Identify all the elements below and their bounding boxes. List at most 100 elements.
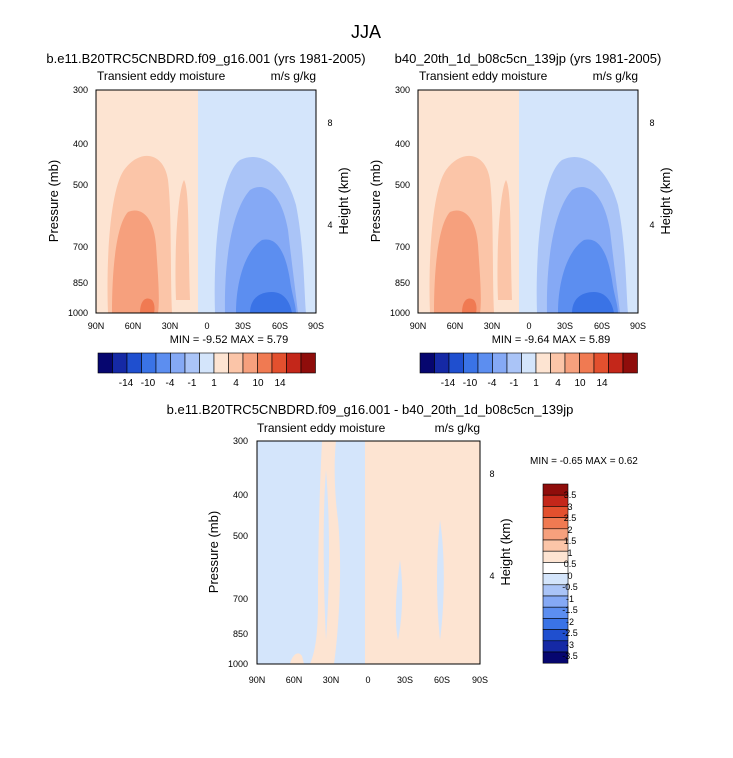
panel-2-ytick-2: 500 xyxy=(395,180,410,190)
panel-3-ytick-1: 400 xyxy=(233,490,248,500)
panel-3-cb-label-6: 0.5 xyxy=(564,559,577,569)
panel-1-contours xyxy=(107,155,306,313)
panel-1-cb-label-1: -10 xyxy=(141,378,156,389)
panel-2-colorbar-swatch-11 xyxy=(579,352,595,374)
panel-2-xtick-1: 60N xyxy=(447,321,464,331)
panel-1-ytick-right-1: 4 xyxy=(327,220,332,230)
panel-1-ytick-5: 1000 xyxy=(68,308,88,318)
panel-2-colorbar-swatch-6 xyxy=(506,352,522,374)
panel-2-cb-label-7: 14 xyxy=(596,378,608,389)
panel-1-xtick-6: 90S xyxy=(308,321,324,331)
panel-3-xtick-1: 60N xyxy=(286,675,303,685)
panel-1-xtick-4: 30S xyxy=(235,321,251,331)
panel-2-contours xyxy=(429,155,628,313)
panel-3-ytick-right-0: 8 xyxy=(489,469,494,479)
panel-1-colorbar-swatch-3 xyxy=(141,352,157,374)
panel-1-colorbar-swatch-13 xyxy=(286,352,302,374)
panel-1-ytick-right-0: 8 xyxy=(327,118,332,128)
panel-1-cb-label-4: 1 xyxy=(211,378,217,389)
panel-3-cb-label-5: 1 xyxy=(567,548,572,558)
panel-3-xtick-0: 90N xyxy=(249,675,266,685)
panel-2-minmax: MIN = -9.64 MAX = 5.89 xyxy=(492,334,611,346)
panel-2-ytick-5: 1000 xyxy=(390,308,410,318)
panel-1-colorbar-swatch-0 xyxy=(97,352,113,374)
panel-3-ylabel-right: Height (km) xyxy=(498,518,513,585)
panel-3: b.e11.B20TRC5CNBDRD.f09_g16.001 - b40_20… xyxy=(167,402,639,685)
panel-2-colorbar-swatch-3 xyxy=(463,352,479,374)
panel-3-subtitle: Transient eddy moisture xyxy=(257,421,386,435)
panel-3-xtick-4: 30S xyxy=(397,675,413,685)
panel-2-colorbar-swatch-13 xyxy=(608,352,624,374)
panel-2-cb-label-1: -10 xyxy=(463,378,478,389)
panel-2-colorbar-swatch-2 xyxy=(448,352,464,374)
panel-2-ylabel: Pressure (mb) xyxy=(368,160,383,242)
panel-2-cb-label-6: 10 xyxy=(574,378,586,389)
panel-1: b.e11.B20TRC5CNBDRD.f09_g16.001 (yrs 198… xyxy=(46,51,366,389)
panel-1-colorbar-swatch-8 xyxy=(213,352,229,374)
panel-2-ylabel-right: Height (km) xyxy=(658,167,673,234)
panel-3-cb-label-1: 3 xyxy=(567,502,572,512)
panel-2-colorbar xyxy=(419,352,638,374)
panel-3-xtick-5: 60S xyxy=(434,675,450,685)
panel-1-colorbar-swatch-1 xyxy=(112,352,128,374)
panel-2-ytick-3: 700 xyxy=(395,242,410,252)
panel-1-plot-frame xyxy=(95,89,317,314)
panel-3-colorbar-swatch-15 xyxy=(542,651,569,664)
panel-2-units: m/s g/kg xyxy=(593,69,638,83)
panel-2-cb-label-2: -4 xyxy=(488,378,497,389)
panel-2-title: b40_20th_1d_b08c5cn_139jp (yrs 1981-2005… xyxy=(395,51,662,66)
panel-1-xtick-1: 60N xyxy=(125,321,142,331)
panel-2-colorbar-swatch-9 xyxy=(550,352,566,374)
panel-2-cb-label-3: -1 xyxy=(510,378,519,389)
panel-3-xtick-3: 0 xyxy=(365,675,370,685)
panel-1-ytick-4: 850 xyxy=(73,278,88,288)
panel-3-cb-label-9: -1 xyxy=(566,594,574,604)
panel-1-ytick-1: 400 xyxy=(73,139,88,149)
panel-1-colorbar-swatch-12 xyxy=(271,352,287,374)
panel-3-xtick-6: 90S xyxy=(472,675,488,685)
panel-1-colorbar-swatch-2 xyxy=(126,352,142,374)
panel-3-cb-label-12: -2.5 xyxy=(562,628,578,638)
panel-3-cb-label-2: 2.5 xyxy=(564,513,577,523)
panel-1-minmax: MIN = -9.52 MAX = 5.79 xyxy=(170,334,289,346)
panel-1-ytick-3: 700 xyxy=(73,242,88,252)
panel-2-plot-frame xyxy=(417,89,639,314)
panel-3-cb-label-13: -3 xyxy=(566,640,574,650)
panel-1-cb-label-7: 14 xyxy=(274,378,286,389)
panel-1-colorbar-swatch-9 xyxy=(228,352,244,374)
panel-3-cb-label-11: -2 xyxy=(566,617,574,627)
panel-1-xtick-3: 0 xyxy=(204,321,209,331)
panel-2-colorbar-swatch-4 xyxy=(477,352,493,374)
panel-2-xtick-2: 30N xyxy=(484,321,501,331)
panel-3-xtick-2: 30N xyxy=(323,675,340,685)
panel-1-xtick-5: 60S xyxy=(272,321,288,331)
panel-2-colorbar-swatch-14 xyxy=(622,352,638,374)
panel-2-colorbar-swatch-7 xyxy=(521,352,537,374)
panel-1-cb-label-2: -4 xyxy=(166,378,175,389)
panel-1-ylabel: Pressure (mb) xyxy=(46,160,61,242)
panel-2-cb-label-0: -14 xyxy=(441,378,456,389)
panel-3-cb-label-4: 1.5 xyxy=(564,536,577,546)
panel-1-ytick-0: 300 xyxy=(73,85,88,95)
panel-1-colorbar-swatch-6 xyxy=(184,352,200,374)
panel-1-colorbar-swatch-10 xyxy=(242,352,258,374)
panel-2-xtick-5: 60S xyxy=(594,321,610,331)
panel-3-cb-label-0: 3.5 xyxy=(564,490,577,500)
panel-1-colorbar-swatch-11 xyxy=(257,352,273,374)
panel-3-cb-label-14: -3.5 xyxy=(562,651,578,661)
panel-1-cb-label-0: -14 xyxy=(119,378,134,389)
panel-2-colorbar-swatch-1 xyxy=(434,352,450,374)
panel-3-title: b.e11.B20TRC5CNBDRD.f09_g16.001 - b40_20… xyxy=(167,402,574,417)
panel-3-contours xyxy=(257,441,444,664)
panel-2-ytick-0: 300 xyxy=(395,85,410,95)
panel-1-cb-label-5: 4 xyxy=(233,378,239,389)
panel-1-ylabel-right: Height (km) xyxy=(336,167,351,234)
panel-2-subtitle: Transient eddy moisture xyxy=(419,69,548,83)
panel-3-ytick-4: 850 xyxy=(233,629,248,639)
panel-2-colorbar-swatch-8 xyxy=(535,352,551,374)
panel-3-ytick-0: 300 xyxy=(233,436,248,446)
panel-2-colorbar-swatch-12 xyxy=(593,352,609,374)
panel-1-colorbar-swatch-7 xyxy=(199,352,215,374)
panel-3-ytick-5: 1000 xyxy=(228,659,248,669)
panel-3-cb-label-7: 0 xyxy=(567,571,572,581)
